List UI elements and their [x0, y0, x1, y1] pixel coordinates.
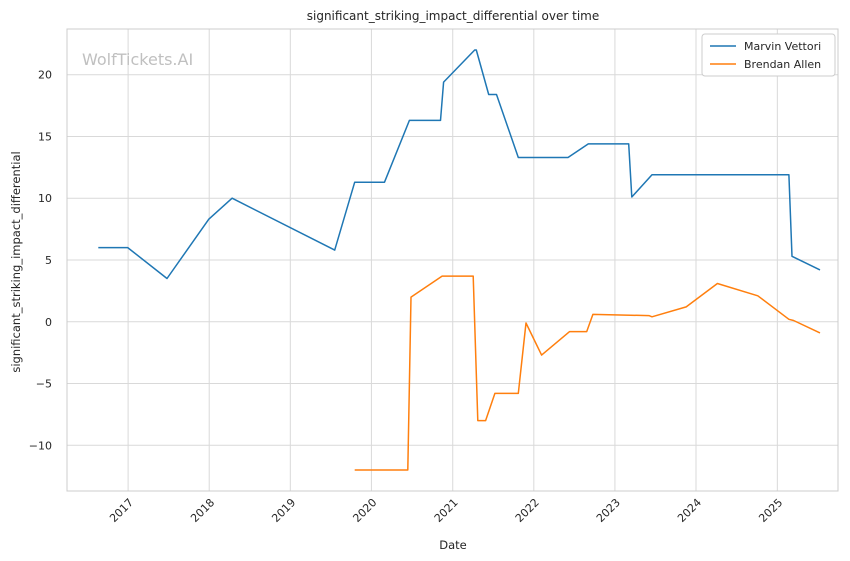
legend: Marvin Vettori Brendan Allen [701, 33, 836, 77]
horizontal-gridlines [67, 74, 838, 446]
series-layer [98, 49, 821, 471]
y-tick-label: 10 [38, 192, 52, 205]
y-tick-label: −10 [29, 439, 52, 452]
y-tick-label: 0 [45, 316, 52, 329]
chart-title: significant_striking_impact_differential… [307, 9, 599, 23]
legend-label-marvin-vettori: Marvin Vettori [744, 40, 821, 53]
y-tick-label: 5 [45, 254, 52, 267]
series-line-brendan-allen [354, 275, 821, 471]
series-line-marvin-vettori [98, 49, 821, 280]
watermark: WolfTickets.AI [82, 50, 193, 69]
y-tick-label: −5 [36, 378, 52, 391]
y-tick-label: 20 [38, 69, 52, 82]
legend-box [701, 33, 836, 77]
y-tick-labels: −10 −5 0 5 10 15 20 [29, 69, 52, 453]
legend-label-brendan-allen: Brendan Allen [744, 58, 821, 71]
y-tick-label: 15 [38, 130, 52, 143]
y-axis-title: significant_striking_impact_differential [9, 151, 23, 372]
x-axis-title: Date [439, 538, 467, 552]
plot-frame [66, 28, 839, 492]
